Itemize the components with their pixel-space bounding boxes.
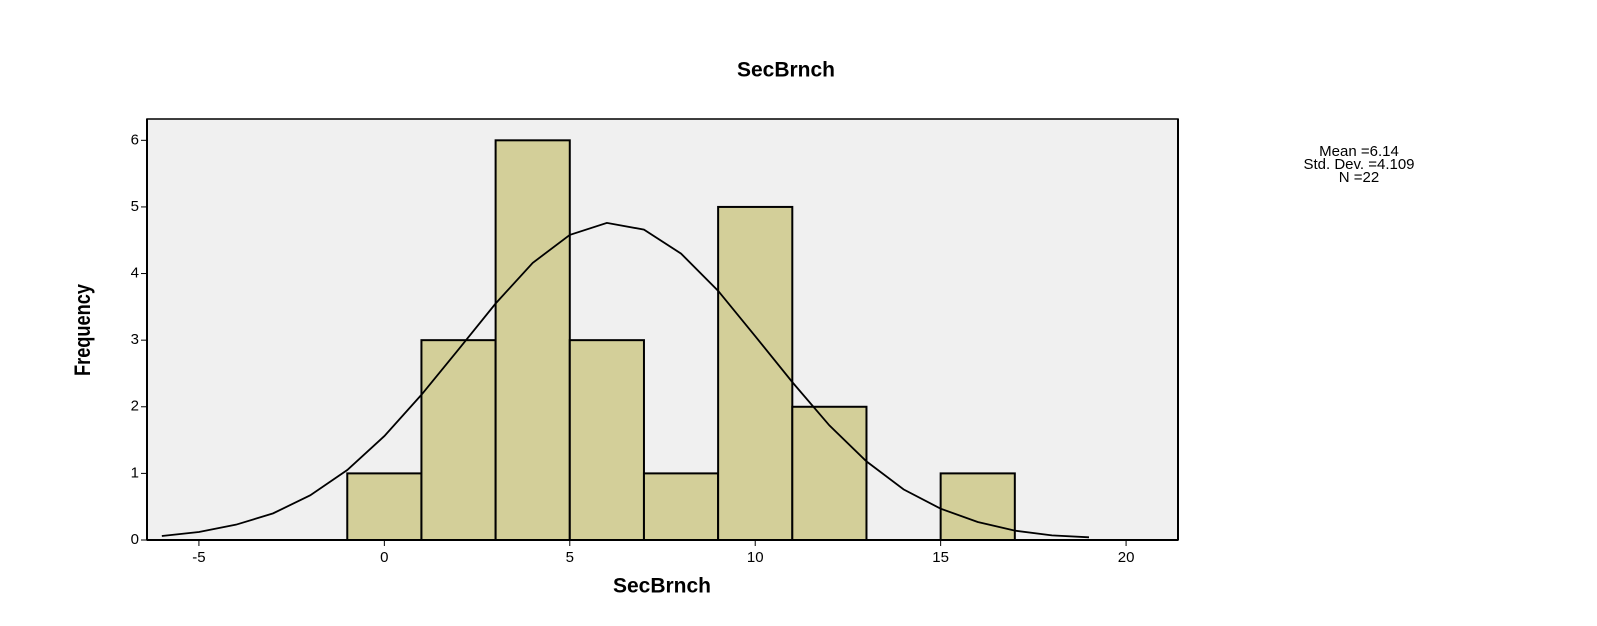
y-tick-label: 4 [131,265,139,282]
stat-annotation: Std. Dev. =4.109 [1303,156,1414,173]
plot-area [146,118,1179,541]
y-axis-label: Frequency [70,283,95,376]
chart-title: SecBrnch [737,59,835,82]
bar [791,405,868,541]
bar [346,472,423,541]
y-tick-label: 0 [131,531,139,548]
bar [494,139,571,541]
y-tick-label: 3 [131,331,139,348]
bar [642,472,720,541]
y-tick-label: 6 [131,131,139,148]
bar [568,339,645,541]
x-tick-label: 10 [747,549,764,566]
bar [717,205,794,541]
x-tick-label: 5 [566,549,574,566]
bar [939,472,1016,541]
y-tick-label: 5 [131,198,139,215]
x-tick-label: 15 [932,549,949,566]
y-tick-label: 2 [131,398,139,415]
x-tick-label: -5 [192,549,205,566]
bar [420,339,497,541]
stat-annotation: Mean =6.14 [1319,143,1399,160]
x-tick-label: 20 [1118,549,1135,566]
x-tick-label: 0 [380,549,388,566]
normal-curve [161,221,1090,539]
stat-annotation: N =22 [1339,169,1379,186]
y-tick-label: 1 [131,464,139,481]
x-axis-label: SecBrnch [613,575,711,598]
